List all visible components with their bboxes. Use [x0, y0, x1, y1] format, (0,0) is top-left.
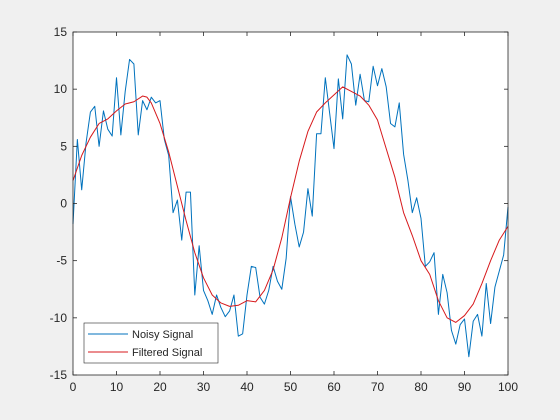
x-tick-label: 50: [284, 380, 298, 394]
y-tick-label: 10: [54, 82, 68, 96]
x-tick-label: 90: [458, 380, 472, 394]
y-tick-label: 0: [60, 197, 67, 211]
series-line-filtered: [72, 86, 509, 323]
x-tick-label: 10: [110, 380, 124, 394]
x-tick-label: 70: [371, 380, 385, 394]
legend-box: [83, 322, 219, 364]
y-tick-label: -5: [56, 254, 67, 268]
series-layer: [72, 54, 509, 358]
y-axis: 15 10 5 0 -5 -10 -15: [50, 25, 508, 382]
y-tick-label: -15: [50, 368, 68, 382]
x-tick-label: 40: [240, 380, 254, 394]
legend: Noisy Signal Filtered Signal: [83, 322, 219, 364]
x-tick-label: 30: [197, 380, 211, 394]
x-tick-label: 20: [153, 380, 167, 394]
x-tick-label: 100: [498, 380, 518, 394]
legend-label-noisy: Noisy Signal: [132, 329, 193, 341]
legend-label-filtered: Filtered Signal: [132, 347, 202, 359]
y-tick-label: 15: [54, 25, 68, 39]
x-tick-label: 60: [327, 380, 341, 394]
y-tick-label: -10: [50, 311, 68, 325]
x-tick-label: 0: [70, 380, 77, 394]
x-tick-label: 80: [414, 380, 428, 394]
y-tick-label: 5: [60, 139, 67, 153]
x-axis: 0 10 20 30 40 50 60 70 80 90 100: [70, 32, 518, 394]
